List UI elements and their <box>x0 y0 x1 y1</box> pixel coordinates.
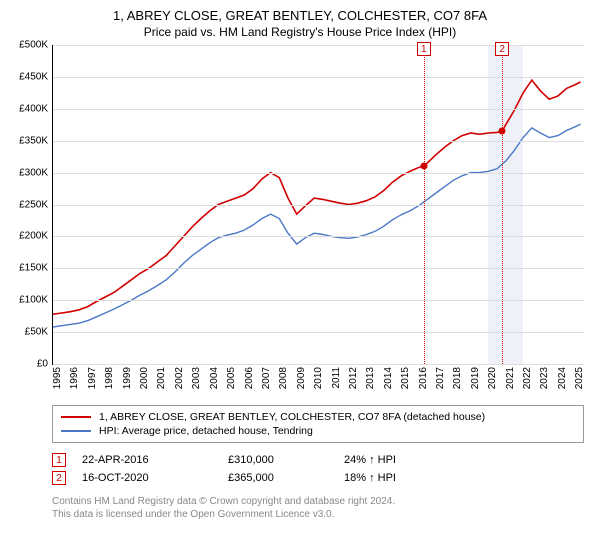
reference-dot <box>499 128 506 135</box>
x-tick-label: 2008 <box>278 367 289 389</box>
sale-row: 2 16-OCT-2020 £365,000 18% ↑ HPI <box>52 469 584 487</box>
y-tick-label: £450K <box>8 71 48 82</box>
sale-hpi-delta: 24% ↑ HPI <box>344 454 584 466</box>
x-tick-label: 2011 <box>331 367 342 389</box>
sale-date: 22-APR-2016 <box>82 454 222 466</box>
x-tick-label: 1998 <box>104 367 115 389</box>
x-tick-label: 2006 <box>244 367 255 389</box>
x-tick-label: 1995 <box>52 367 63 389</box>
gridline <box>53 109 584 110</box>
x-tick-label: 2003 <box>191 367 202 389</box>
reference-badge: 2 <box>495 42 509 56</box>
y-tick-label: £50K <box>8 327 48 338</box>
legend-item: 1, ABREY CLOSE, GREAT BENTLEY, COLCHESTE… <box>61 410 575 424</box>
legend-label: 1, ABREY CLOSE, GREAT BENTLEY, COLCHESTE… <box>99 411 485 423</box>
gridline <box>53 205 584 206</box>
chart-title: 1, ABREY CLOSE, GREAT BENTLEY, COLCHESTE… <box>10 8 590 23</box>
chart-area: 12 1995199619971998199920002001200220032… <box>10 45 590 399</box>
gridline <box>53 268 584 269</box>
x-tick-label: 2007 <box>261 367 272 389</box>
sale-price: £365,000 <box>228 472 338 484</box>
y-tick-label: £0 <box>8 359 48 370</box>
x-tick-label: 2014 <box>383 367 394 389</box>
chart-subtitle: Price paid vs. HM Land Registry's House … <box>10 25 590 39</box>
x-tick-label: 2001 <box>156 367 167 389</box>
legend-swatch <box>61 430 91 432</box>
legend-item: HPI: Average price, detached house, Tend… <box>61 424 575 438</box>
x-tick-label: 2010 <box>313 367 324 389</box>
x-tick-label: 2002 <box>174 367 185 389</box>
x-tick-label: 2017 <box>435 367 446 389</box>
x-tick-label: 2020 <box>487 367 498 389</box>
x-tick-label: 2012 <box>348 367 359 389</box>
y-tick-label: £150K <box>8 263 48 274</box>
sale-row: 1 22-APR-2016 £310,000 24% ↑ HPI <box>52 451 584 469</box>
legend-box: 1, ABREY CLOSE, GREAT BENTLEY, COLCHESTE… <box>52 405 584 443</box>
gridline <box>53 173 584 174</box>
legend-swatch <box>61 416 91 418</box>
x-tick-label: 1996 <box>69 367 80 389</box>
x-tick-label: 2023 <box>539 367 550 389</box>
x-tick-label: 1997 <box>87 367 98 389</box>
y-tick-label: £350K <box>8 135 48 146</box>
gridline <box>53 141 584 142</box>
x-tick-label: 2016 <box>418 367 429 389</box>
reference-dot <box>420 163 427 170</box>
x-tick-label: 2019 <box>470 367 481 389</box>
gridline <box>53 300 584 301</box>
y-tick-label: £100K <box>8 295 48 306</box>
x-tick-label: 2018 <box>452 367 463 389</box>
x-tick-label: 2004 <box>209 367 220 389</box>
y-tick-label: £250K <box>8 199 48 210</box>
sale-date: 16-OCT-2020 <box>82 472 222 484</box>
x-tick-label: 2024 <box>557 367 568 389</box>
sales-table: 1 22-APR-2016 £310,000 24% ↑ HPI 2 16-OCT-202… <box>52 451 584 487</box>
x-tick-label: 2009 <box>296 367 307 389</box>
sale-hpi-delta: 18% ↑ HPI <box>344 472 584 484</box>
reference-badge: 1 <box>417 42 431 56</box>
x-tick-label: 2015 <box>400 367 411 389</box>
x-tick-label: 2005 <box>226 367 237 389</box>
x-tick-label: 2000 <box>139 367 150 389</box>
gridline <box>53 332 584 333</box>
footer-line: Contains HM Land Registry data © Crown c… <box>52 495 584 508</box>
footer-attribution: Contains HM Land Registry data © Crown c… <box>52 495 584 521</box>
legend-label: HPI: Average price, detached house, Tend… <box>99 425 313 437</box>
gridline <box>53 77 584 78</box>
x-axis-labels: 1995 1996 1997 1998 1999 2000 2001 2002 2003 2004… <box>52 365 584 399</box>
x-tick-label: 2022 <box>522 367 533 389</box>
x-tick-label: 2021 <box>505 367 516 389</box>
chart-title-block: 1, ABREY CLOSE, GREAT BENTLEY, COLCHESTE… <box>10 8 590 39</box>
reference-line <box>424 45 425 364</box>
y-tick-label: £200K <box>8 231 48 242</box>
reference-line <box>502 45 503 364</box>
y-tick-label: £500K <box>8 40 48 51</box>
sale-badge: 1 <box>52 453 66 467</box>
footer-line: This data is licensed under the Open Gov… <box>52 508 584 521</box>
x-tick-label: 1999 <box>122 367 133 389</box>
y-tick-label: £400K <box>8 103 48 114</box>
x-tick-label: 2013 <box>365 367 376 389</box>
y-tick-label: £300K <box>8 167 48 178</box>
x-tick-label: 2025 <box>574 367 585 389</box>
sale-price: £310,000 <box>228 454 338 466</box>
gridline <box>53 236 584 237</box>
plot-region: 12 <box>52 45 584 365</box>
sale-badge: 2 <box>52 471 66 485</box>
